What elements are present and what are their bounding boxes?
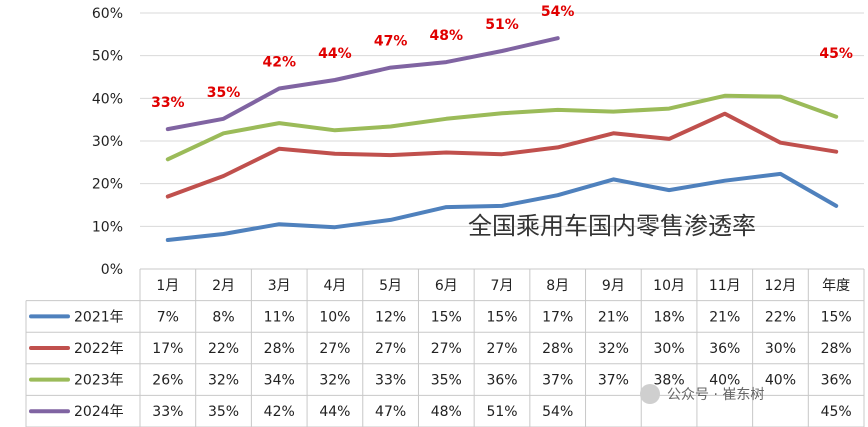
- data-label: 33%: [151, 95, 185, 111]
- series-name: 2021年: [74, 309, 124, 325]
- table-cell: 33%: [375, 373, 406, 389]
- watermark: 公众号 · 崔东树: [667, 387, 764, 403]
- table-cell: 44%: [319, 404, 350, 420]
- table-cell: 10%: [319, 309, 350, 325]
- data-label: 48%: [430, 28, 464, 44]
- table-cell: 22%: [208, 341, 239, 357]
- table-cell: 51%: [486, 404, 517, 420]
- table-cell: 21%: [598, 309, 629, 325]
- table-cell: 26%: [152, 373, 183, 389]
- series-line: [165, 93, 839, 162]
- x-tick-label: 11月: [709, 278, 741, 294]
- x-tick-label: 2月: [212, 278, 235, 294]
- wechat-icon: [640, 384, 660, 404]
- y-tick-label: 20%: [92, 177, 123, 193]
- table-cell: 38%: [654, 373, 685, 389]
- x-tick-label: 12月: [765, 278, 797, 294]
- table-cell: 33%: [152, 404, 183, 420]
- data-label: 42%: [262, 55, 296, 71]
- table-cell: 28%: [821, 341, 852, 357]
- data-label: 45%: [819, 46, 853, 62]
- table-cell: 15%: [431, 309, 462, 325]
- x-tick-label: 3月: [268, 278, 291, 294]
- chart-title: 全国乘用车国内零售渗透率: [468, 212, 756, 240]
- x-tick-label: 1月: [156, 278, 179, 294]
- table-cell: 7%: [157, 309, 179, 325]
- table-cell: 32%: [208, 373, 239, 389]
- table-cell: 18%: [654, 309, 685, 325]
- table-cell: 28%: [264, 341, 295, 357]
- table-cell: 54%: [542, 404, 573, 420]
- table-cell: 30%: [654, 341, 685, 357]
- table-cell: 11%: [264, 309, 295, 325]
- table-cell: 32%: [319, 373, 350, 389]
- table-cell: 35%: [208, 404, 239, 420]
- table-cell: 36%: [709, 341, 740, 357]
- table-cell: 27%: [431, 341, 462, 357]
- y-tick-label: 0%: [101, 262, 123, 278]
- data-label: 54%: [541, 4, 575, 20]
- x-tick-label: 5月: [379, 278, 402, 294]
- table-cell: 15%: [821, 309, 852, 325]
- table-cell: 35%: [431, 373, 462, 389]
- series-line: [165, 111, 839, 199]
- x-tick-label: 4月: [323, 278, 346, 294]
- x-tick-label: 6月: [435, 278, 458, 294]
- data-label: 35%: [207, 85, 241, 101]
- y-tick-label: 60%: [92, 6, 123, 22]
- table-cell: 28%: [542, 341, 573, 357]
- data-label: 44%: [318, 46, 352, 62]
- table-cell: 27%: [375, 341, 406, 357]
- series-line: [165, 171, 839, 242]
- table-cell: 45%: [821, 404, 852, 420]
- y-tick-label: 50%: [92, 49, 123, 65]
- table-cell: 40%: [709, 373, 740, 389]
- data-label: 51%: [485, 17, 519, 33]
- x-tick-label: 年度: [822, 278, 850, 294]
- table-cell: 30%: [765, 341, 796, 357]
- table-cell: 42%: [264, 404, 295, 420]
- x-tick-label: 10月: [653, 278, 685, 294]
- x-tick-label: 9月: [602, 278, 625, 294]
- table-cell: 40%: [765, 373, 796, 389]
- y-tick-label: 10%: [92, 219, 123, 235]
- table-cell: 48%: [431, 404, 462, 420]
- table-cell: 8%: [212, 309, 234, 325]
- table-cell: 34%: [264, 373, 295, 389]
- table-cell: 27%: [319, 341, 350, 357]
- table-cell: 37%: [598, 373, 629, 389]
- table-cell: 15%: [486, 309, 517, 325]
- table-cell: 22%: [765, 309, 796, 325]
- y-tick-label: 40%: [92, 91, 123, 107]
- series-name: 2023年: [74, 373, 124, 389]
- table-cell: 36%: [821, 373, 852, 389]
- table-cell: 47%: [375, 404, 406, 420]
- y-tick-label: 30%: [92, 134, 123, 150]
- table-cell: 17%: [152, 341, 183, 357]
- data-label: 47%: [374, 34, 408, 50]
- x-tick-label: 7月: [491, 278, 514, 294]
- table-cell: 17%: [542, 309, 573, 325]
- series-name: 2022年: [74, 341, 124, 357]
- series-line: [168, 38, 836, 129]
- table-cell: 12%: [375, 309, 406, 325]
- table-cell: 21%: [709, 309, 740, 325]
- table-cell: 37%: [542, 373, 573, 389]
- table-cell: 36%: [486, 373, 517, 389]
- table-cell: 32%: [598, 341, 629, 357]
- series-name: 2024年: [74, 404, 124, 420]
- table-cell: 27%: [486, 341, 517, 357]
- x-tick-label: 8月: [546, 278, 569, 294]
